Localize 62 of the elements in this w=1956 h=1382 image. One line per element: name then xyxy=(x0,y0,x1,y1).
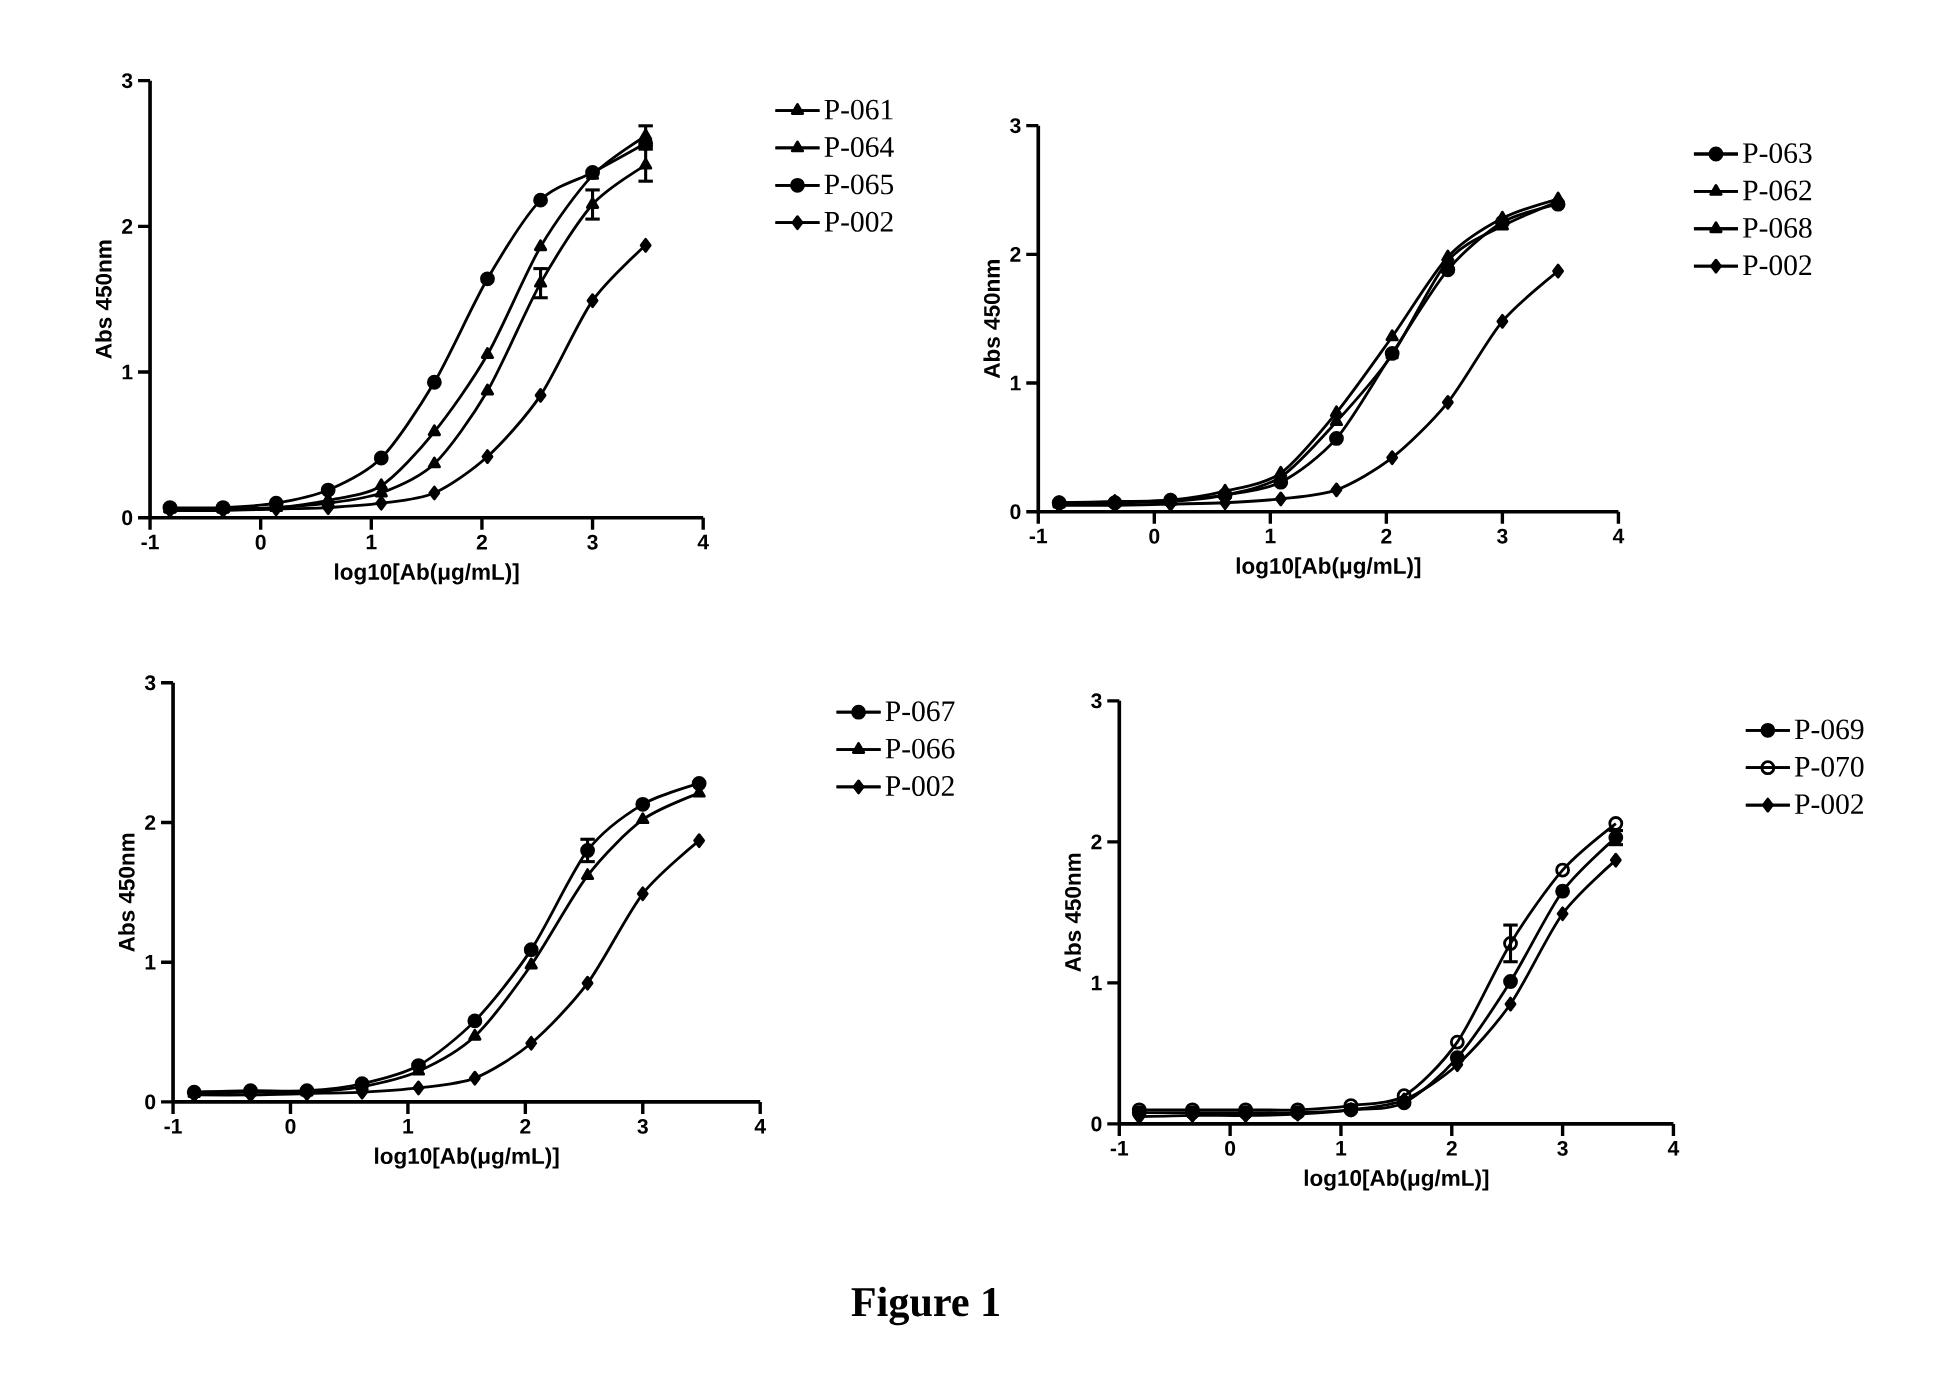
y-tick-label: 3 xyxy=(144,675,156,691)
legend-label: P-069 xyxy=(1794,719,1864,740)
y-tick-label: 1 xyxy=(1010,375,1021,391)
x-axis-title: log10[Ab(μg/mL)] xyxy=(1304,1169,1489,1191)
x-tick-label: 3 xyxy=(1497,528,1508,544)
legend-label: P-064 xyxy=(824,137,894,157)
legend-label: P-067 xyxy=(885,701,955,722)
x-tick-label: 0 xyxy=(1225,1140,1236,1156)
x-tick-label: 3 xyxy=(587,534,598,550)
x-tick-label: 4 xyxy=(1612,528,1625,544)
x-tick-label: 2 xyxy=(1446,1140,1457,1156)
legend-label: P-061 xyxy=(824,99,893,120)
y-tick-label: 3 xyxy=(121,73,133,89)
x-tick-label: -1 xyxy=(164,1118,182,1134)
y-tick-label: 0 xyxy=(122,510,133,526)
x-tick-label: 4 xyxy=(1667,1140,1680,1156)
caption: Figure 1 xyxy=(851,1286,999,1326)
legend-label: P-065 xyxy=(824,174,894,195)
x-tick-label: 2 xyxy=(476,534,487,550)
x-tick-label: 1 xyxy=(366,534,377,550)
x-tick-label: 1 xyxy=(1336,1140,1347,1156)
legend-label: P-002 xyxy=(824,211,893,232)
legend-label: P-063 xyxy=(1743,143,1812,164)
legend-label: P-070 xyxy=(1794,756,1864,777)
legend-label: P-002 xyxy=(1794,794,1863,815)
y-tick-label: 0 xyxy=(1010,504,1021,520)
x-axis-title: log10[Ab(μg/mL)] xyxy=(375,1147,559,1169)
legend-label: P-066 xyxy=(885,738,955,759)
y-tick-label: 2 xyxy=(1091,834,1102,850)
x-tick-label: 4 xyxy=(754,1118,766,1134)
x-axis-title: log10[Ab(μg/mL)] xyxy=(1236,557,1421,579)
x-tick-label: 1 xyxy=(1265,528,1276,544)
legend-label: P-002 xyxy=(1743,255,1812,276)
y-axis-title: Abs 450nm xyxy=(118,833,135,952)
y-tick-label: 1 xyxy=(122,364,133,380)
y-tick-label: 2 xyxy=(145,815,156,830)
x-tick-label: 3 xyxy=(1557,1140,1568,1156)
x-tick-label: 2 xyxy=(1381,528,1392,544)
x-tick-label: 2 xyxy=(520,1118,531,1134)
legend-label: P-068 xyxy=(1743,217,1812,238)
y-tick-label: 3 xyxy=(1091,693,1102,709)
x-tick-label: -1 xyxy=(141,534,159,550)
y-tick-label: 1 xyxy=(145,954,156,970)
x-tick-label: 1 xyxy=(403,1118,414,1134)
y-tick-label: 3 xyxy=(1010,118,1021,134)
y-axis-title: Abs 450nm xyxy=(983,260,1000,379)
y-tick-label: 0 xyxy=(145,1094,156,1110)
legend-label: P-002 xyxy=(885,776,954,796)
y-tick-label: 1 xyxy=(1091,975,1102,991)
x-tick-label: 3 xyxy=(637,1118,648,1134)
x-tick-label: 0 xyxy=(255,534,266,550)
y-axis-title: Abs 450nm xyxy=(1064,853,1081,972)
x-tick-label: 0 xyxy=(1149,528,1160,544)
x-tick-label: 0 xyxy=(285,1118,296,1134)
y-tick-label: 2 xyxy=(122,218,133,234)
x-axis-title: log10[Ab(μg/mL)] xyxy=(335,563,519,585)
y-axis-title: Abs 450nm xyxy=(95,240,112,359)
x-tick-label: -1 xyxy=(1110,1140,1129,1156)
y-tick-label: 2 xyxy=(1010,247,1021,262)
legend-label: P-062 xyxy=(1743,180,1812,201)
x-tick-label: 4 xyxy=(697,534,709,550)
x-tick-label: -1 xyxy=(1029,528,1048,544)
